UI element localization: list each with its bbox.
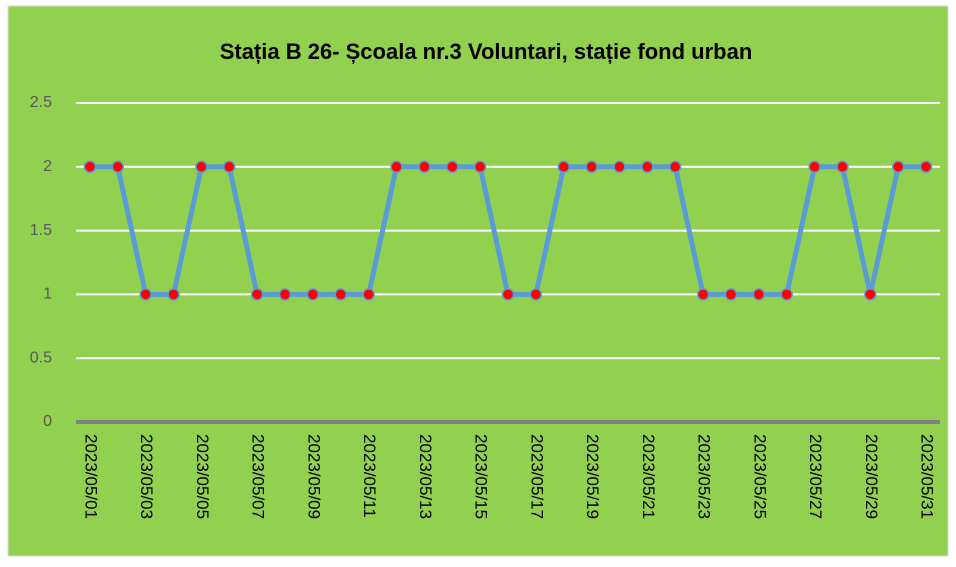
x-tick-label: 2023/05/09	[304, 434, 323, 519]
data-point	[696, 288, 710, 301]
data-point	[195, 160, 208, 174]
data-point	[724, 288, 738, 301]
x-tick-label: 2023/05/19	[583, 434, 602, 519]
data-point	[836, 160, 849, 174]
data-point	[501, 288, 515, 301]
data-point	[390, 160, 403, 174]
data-point	[557, 160, 570, 174]
data-point	[780, 288, 793, 301]
x-tick-label: 2023/05/11	[360, 434, 379, 518]
y-tick-label: 1	[43, 286, 52, 303]
y-tick-label: 0	[43, 413, 52, 430]
data-point	[864, 288, 877, 301]
x-tick-label: 2023/05/29	[862, 434, 881, 519]
data-point	[306, 288, 320, 301]
data-point	[668, 160, 682, 174]
data-point	[529, 288, 543, 301]
x-tick-label: 2023/05/31	[918, 434, 937, 519]
x-tick-label: 2023/05/07	[249, 434, 268, 519]
data-point	[111, 160, 125, 174]
x-tick-label: 2023/05/01	[81, 434, 100, 519]
x-tick-label: 2023/05/15	[472, 434, 491, 519]
data-point	[418, 160, 431, 174]
x-tick-label: 2023/05/21	[639, 434, 658, 519]
data-point	[83, 160, 97, 174]
x-tick-label: 2023/05/03	[137, 434, 156, 519]
data-point	[223, 160, 236, 174]
data-point	[446, 160, 459, 174]
x-tick-label: 2023/05/13	[416, 434, 435, 519]
data-point	[473, 160, 487, 174]
data-point	[278, 288, 292, 301]
y-tick-label: 2	[43, 158, 52, 175]
data-point	[752, 288, 766, 301]
data-point	[334, 288, 348, 301]
x-tick-label: 2023/05/25	[750, 434, 769, 519]
data-point	[167, 288, 180, 301]
x-tick-label: 2023/05/23	[695, 434, 714, 519]
x-tick-label: 2023/05/27	[806, 434, 825, 519]
data-point	[139, 288, 152, 301]
data-point	[891, 160, 905, 174]
data-point	[362, 288, 375, 301]
x-tick-label: 2023/05/17	[527, 434, 546, 519]
y-tick-label: 1.5	[30, 222, 52, 239]
data-point	[585, 160, 598, 174]
x-tick-label: 2023/05/05	[193, 434, 212, 519]
data-point	[613, 160, 626, 174]
chart-title: Stația B 26- Școala nr.3 Voluntari, staț…	[220, 39, 753, 64]
data-point	[808, 160, 821, 174]
y-tick-label: 2.5	[30, 94, 52, 111]
data-point	[250, 288, 264, 301]
data-point	[919, 160, 933, 174]
data-point	[641, 160, 654, 174]
y-tick-label: 0.5	[30, 349, 52, 366]
